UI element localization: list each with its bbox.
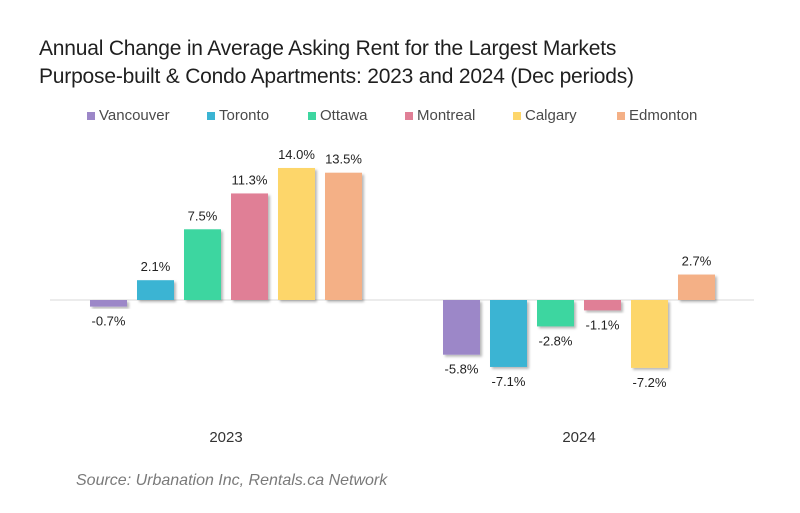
legend-item-edmonton[interactable]: Edmonton xyxy=(617,107,697,124)
x-tick-label-2024: 2024 xyxy=(562,429,595,446)
data-label-toronto-2023: 2.1% xyxy=(141,259,171,274)
data-label-edmonton-2023: 13.5% xyxy=(325,152,362,167)
legend-swatch xyxy=(207,111,215,120)
data-label-edmonton-2024: 2.7% xyxy=(682,254,712,269)
bar-vancouver-2024 xyxy=(443,300,480,355)
data-label-montreal-2024: -1.1% xyxy=(586,317,620,332)
chart-title-line1: Annual Change in Average Asking Rent for… xyxy=(39,37,617,60)
legend-item-ottawa[interactable]: Ottawa xyxy=(308,107,368,124)
legend-swatch xyxy=(87,111,95,120)
data-label-toronto-2024: -7.1% xyxy=(492,374,526,389)
bar-calgary-2023 xyxy=(278,167,315,300)
legend-item-montreal[interactable]: Montreal xyxy=(405,107,475,124)
bar-edmonton-2024 xyxy=(678,274,715,300)
legend-swatch xyxy=(617,111,625,120)
legend-label: Toronto xyxy=(219,107,270,124)
legend-swatch xyxy=(308,111,316,120)
data-label-vancouver-2024: -5.8% xyxy=(445,362,479,377)
legend-item-toronto[interactable]: Toronto xyxy=(207,107,269,124)
legend-label: Vancouver xyxy=(99,107,170,124)
x-tick-label-2023: 2023 xyxy=(209,429,242,446)
legend-item-calgary[interactable]: Calgary xyxy=(513,107,577,124)
bar-montreal-2024 xyxy=(584,300,621,311)
chart-title: Annual Change in Average Asking Rent for… xyxy=(39,35,634,91)
bar-toronto-2023 xyxy=(137,280,174,300)
legend-label: Edmonton xyxy=(629,107,698,124)
data-label-vancouver-2023: -0.7% xyxy=(92,314,126,329)
legend-item-vancouver[interactable]: Vancouver xyxy=(87,107,170,124)
legend-swatch xyxy=(513,111,521,120)
source-note: Source: Urbanation Inc, Rentals.ca Netwo… xyxy=(76,472,388,489)
data-label-ottawa-2023: 7.5% xyxy=(188,208,218,223)
data-label-ottawa-2024: -2.8% xyxy=(539,333,573,348)
chart-subtitle: Purpose-built & Condo Apartments: 2023 a… xyxy=(39,65,634,88)
bar-edmonton-2023 xyxy=(325,172,362,300)
legend: Vancouver Toronto Ottawa Montreal Calgary Edm… xyxy=(0,107,800,127)
legend-label: Ottawa xyxy=(320,107,368,124)
data-label-calgary-2023: 14.0% xyxy=(278,147,315,162)
legend-label: Calgary xyxy=(525,107,577,124)
legend-swatch xyxy=(405,111,413,120)
bar-ottawa-2023 xyxy=(184,229,221,300)
legend-label: Montreal xyxy=(417,107,476,124)
bar-vancouver-2023 xyxy=(90,300,127,307)
data-label-calgary-2024: -7.2% xyxy=(633,375,667,390)
data-label-montreal-2023: 11.3% xyxy=(232,172,268,187)
bar-montreal-2023 xyxy=(231,193,268,300)
bar-toronto-2024 xyxy=(490,300,527,367)
bar-calgary-2024 xyxy=(631,300,668,368)
bar-ottawa-2024 xyxy=(537,300,574,327)
